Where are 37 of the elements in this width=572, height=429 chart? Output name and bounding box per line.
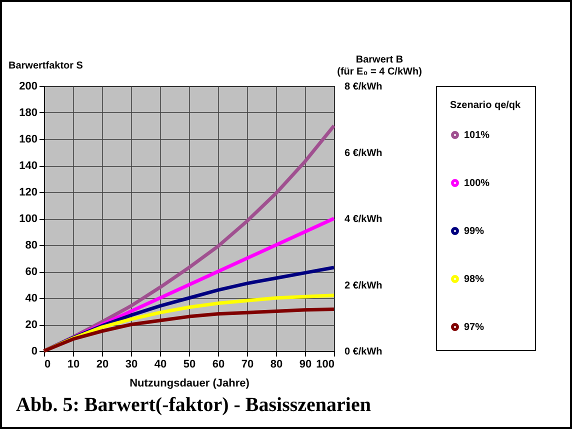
x-tick-label: 30 [125,358,138,370]
legend-label: 100% [464,178,490,189]
y-axis-title: Barwertfaktor S [8,60,84,72]
y2-tick-label: 2 €/kWh [344,280,382,292]
y-tick-label: 40 [25,292,38,304]
x-tick-label: 100 [316,358,334,370]
y2-tick-label: 8 €/kWh [344,82,382,92]
x-axis-title: Nutzungsdauer (Jahre) [130,378,250,390]
y2-tick-label: 4 €/kWh [344,214,382,225]
y2-tick-label: 0 €/kWh [344,346,382,358]
legend-label: 97% [464,322,484,333]
y-tick-label: 20 [25,319,38,331]
y-tick-label: 100 [19,213,38,225]
x-tick-label: 90 [299,358,312,370]
x-tick-label: 0 [44,358,51,370]
x-tick-label: 80 [270,358,283,370]
x-tick-label: 10 [67,358,80,370]
y-tick-label: 200 [19,80,38,92]
y-tick-label: 180 [19,107,38,119]
x-tick-label: 70 [241,358,254,370]
legend-label: 99% [464,226,484,237]
legend-title: Szenario qe/qk [450,100,522,111]
x-tick-label: 60 [212,358,225,370]
caption: Abb. 5: Barwert(-faktor) - Basisszenarien [16,394,371,417]
y-tick-label: 0 [31,346,38,358]
y-tick-label: 140 [19,160,38,172]
y2-axis-title: Barwert B (für E₀ = 4 C/kWh) [337,54,422,78]
y-tick-label: 60 [25,266,38,278]
y-tick-label: 160 [19,134,38,146]
y-tick-label: 80 [25,240,38,252]
legend-label: 101% [464,130,490,141]
y2-tick-label: 6 €/kWh [344,148,382,159]
x-tick-label: 50 [183,358,196,370]
y-tick-label: 120 [19,186,38,198]
legend-label: 98% [464,274,484,285]
x-tick-label: 40 [154,358,167,370]
x-tick-label: 20 [96,358,109,370]
